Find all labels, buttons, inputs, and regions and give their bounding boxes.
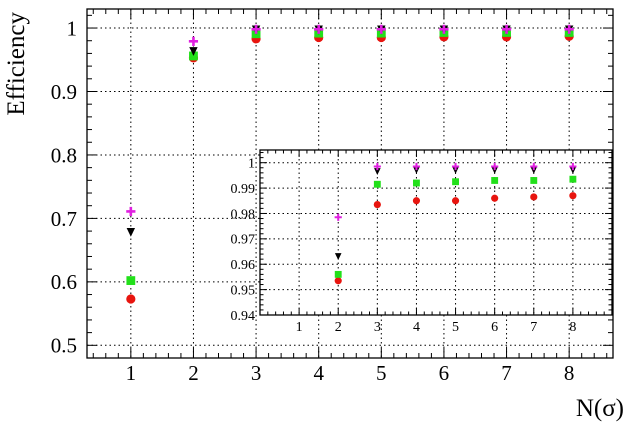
x-tick-label: 2 <box>188 361 199 385</box>
y-axis-title: Efficiency <box>3 12 30 116</box>
main-data-markers <box>126 24 574 304</box>
cross-marker <box>314 24 324 34</box>
cross-marker <box>569 162 577 171</box>
cross-marker <box>412 162 421 171</box>
x-tick-label: 2 <box>335 320 342 335</box>
x-tick-label: 7 <box>530 320 537 335</box>
cross-marker <box>564 24 574 34</box>
x-tick-label: 8 <box>564 361 575 385</box>
y-tick-label: 1 <box>248 157 255 172</box>
square-marker <box>373 180 381 188</box>
cross-marker <box>501 24 512 34</box>
x-tick-label: 8 <box>569 320 576 335</box>
x-tick-label: 4 <box>413 320 420 335</box>
cross-marker <box>491 162 499 171</box>
circle-marker <box>451 197 460 205</box>
circle-marker <box>412 197 421 205</box>
y-tick-label: 0.6 <box>51 270 77 294</box>
triangle-marker <box>452 166 459 174</box>
y-tick-label: 0.96 <box>231 258 256 273</box>
circle-marker <box>334 277 342 285</box>
cross-marker <box>439 24 449 34</box>
cross-marker <box>451 162 460 171</box>
circle-marker <box>491 194 499 202</box>
y-tick-label: 0.97 <box>231 233 256 248</box>
inset-background <box>260 150 612 315</box>
x-tick-label: 4 <box>313 361 324 385</box>
square-marker <box>530 177 538 184</box>
cross-marker <box>530 162 538 171</box>
x-tick-label: 3 <box>374 320 381 335</box>
inset-tick-labels: 1 2 3 4 5 6 7 8 0.94 0.95 0.96 0.97 0.98 0.99 1 <box>231 157 577 335</box>
square-marker <box>452 178 459 186</box>
y-tick-label: 0.8 <box>51 143 77 167</box>
inset-plot-frame <box>259 149 613 316</box>
triangle-marker <box>126 227 136 237</box>
y-tick-label: 0.9 <box>51 80 77 104</box>
square-marker <box>491 177 499 184</box>
plot-frame <box>86 8 614 359</box>
square-marker <box>413 179 420 187</box>
y-tick-label: 0.95 <box>231 284 256 299</box>
cross-marker <box>251 24 261 34</box>
triangle-marker <box>334 253 342 261</box>
triangle-marker <box>491 166 498 174</box>
y-tick-label: 0.99 <box>231 182 256 197</box>
circle-marker <box>373 200 381 209</box>
inset-grid <box>260 150 612 315</box>
inset-plot: 1 2 3 4 5 6 7 8 0.94 0.95 0.96 0.97 0.98 0.99 1 <box>231 149 613 335</box>
x-tick-label: 6 <box>439 361 450 385</box>
x-tick-label: 1 <box>126 361 137 385</box>
x-tick-label: 1 <box>296 320 303 335</box>
x-axis-title: N(σ) <box>576 395 624 422</box>
x-tick-label: 6 <box>491 320 498 335</box>
cross-marker <box>188 36 199 46</box>
y-tick-label: 0.7 <box>51 207 77 231</box>
main-plot-frame <box>86 8 614 359</box>
circle-marker <box>530 193 538 201</box>
cross-marker <box>376 24 386 34</box>
x-tick-label: 5 <box>452 320 459 335</box>
inset-axis-ticks <box>259 150 613 316</box>
x-tick-label: 5 <box>376 361 387 385</box>
triangle-marker <box>530 166 538 174</box>
x-tick-label: 7 <box>501 361 512 385</box>
square-marker <box>569 175 577 183</box>
y-tick-label: 0.94 <box>231 309 256 324</box>
triangle-marker <box>374 168 381 176</box>
cross-marker <box>126 206 136 217</box>
y-tick-label: 1 <box>67 16 78 40</box>
y-tick-label: 0.5 <box>51 334 77 358</box>
triangle-marker <box>413 166 420 174</box>
circle-marker <box>126 294 136 304</box>
cross-marker <box>334 213 342 221</box>
square-marker <box>334 270 342 278</box>
square-marker <box>189 51 198 61</box>
triangle-marker <box>189 47 198 56</box>
main-tick-labels: 1 2 3 4 5 6 7 8 0.5 0.6 0.7 0.8 0.9 1 <box>51 16 575 385</box>
circle-marker <box>569 192 577 200</box>
inset-data-markers <box>334 162 577 285</box>
plot-frame <box>259 149 613 316</box>
square-marker <box>126 276 136 285</box>
y-tick-label: 0.98 <box>231 207 256 222</box>
triangle-marker <box>569 166 577 174</box>
x-tick-label: 3 <box>251 361 262 385</box>
cross-marker <box>373 162 381 171</box>
